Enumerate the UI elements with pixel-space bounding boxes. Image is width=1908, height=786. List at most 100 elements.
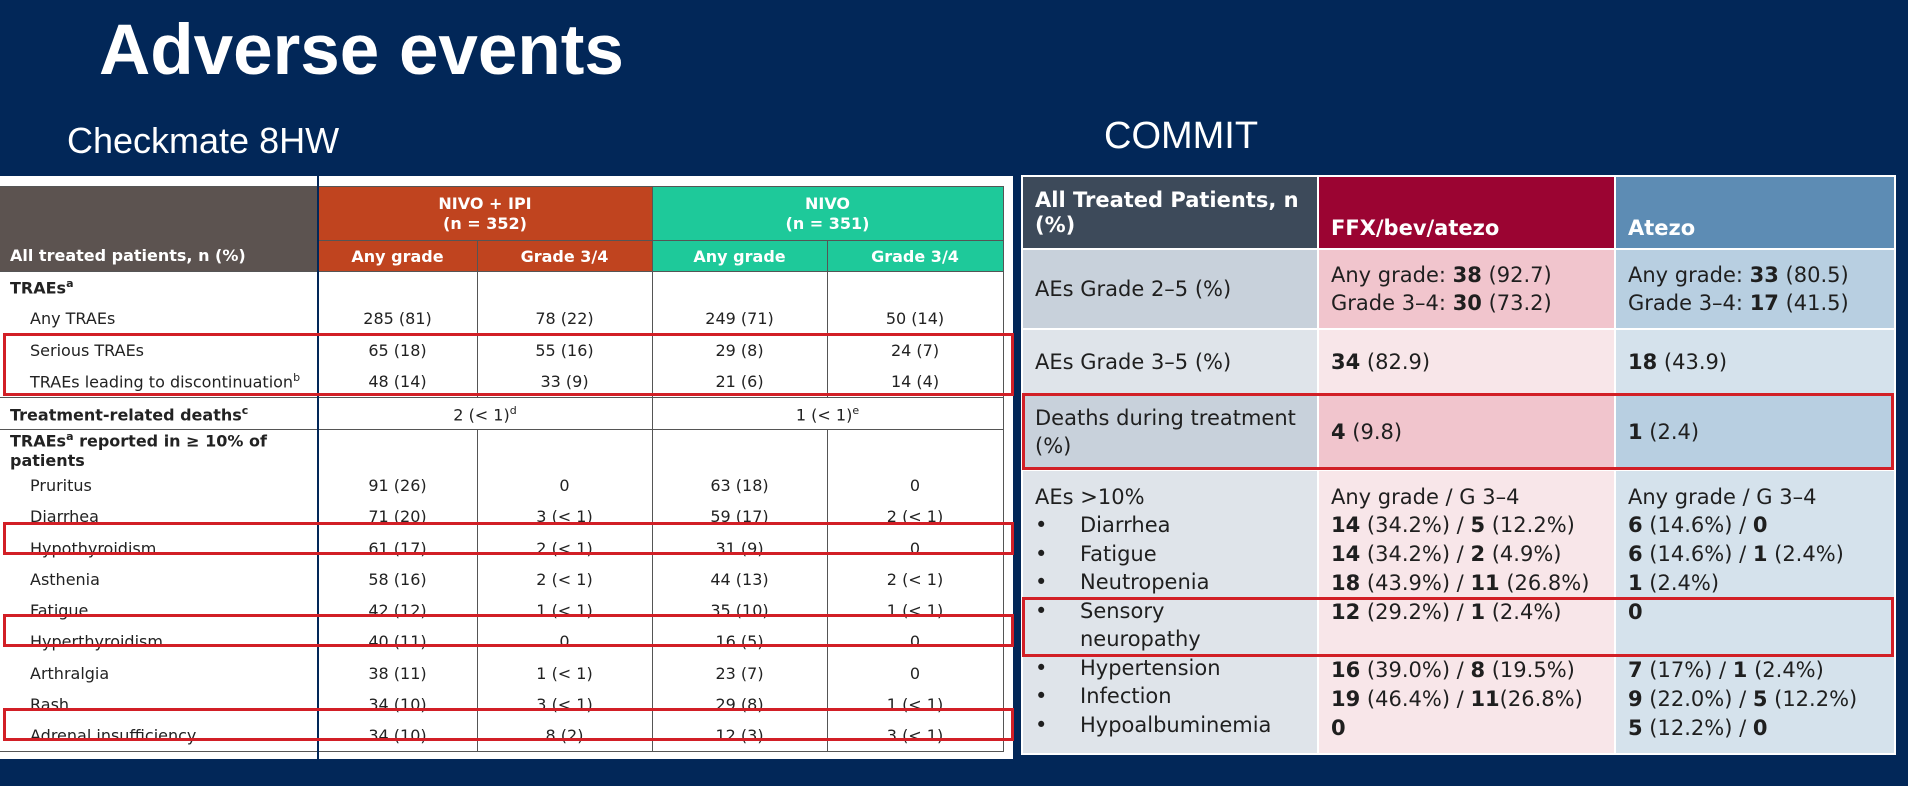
bold-value: 6	[1628, 542, 1643, 566]
empty-cell	[826, 271, 1004, 304]
table-row: Any TRAEs 285 (81) 78 (22) 249 (71) 50 (…	[0, 303, 1004, 335]
cell-value: Any grade: 33 (80.5) Grade 3–4: 17 (41.5…	[1614, 248, 1896, 330]
text: (80.5)	[1778, 263, 1849, 287]
text: (39.0%) /	[1360, 658, 1471, 682]
cell-value: 48 (14)	[317, 365, 478, 398]
cell-value: 12 (3)	[651, 720, 828, 753]
col-subheader: Any grade / G 3–4	[1331, 485, 1520, 509]
table-row: Adrenal insufficiency 34 (10) 8 (2) 12 (…	[0, 720, 1004, 753]
empty-cell	[826, 429, 1004, 470]
bold-value: 34	[1331, 349, 1361, 374]
commit-table: All Treated Patients, n (%) FFX/bev/atez…	[1021, 175, 1896, 755]
cell-value: 42 (12)	[317, 595, 478, 627]
cell-value: 38 (11)	[317, 657, 478, 689]
bold-value: 16	[1331, 658, 1361, 682]
text: (4.9%)	[1485, 542, 1562, 566]
cell-value: 285 (81)	[317, 303, 478, 335]
bold-value: 9	[1628, 687, 1643, 711]
text: (2.4%)	[1642, 571, 1720, 595]
text: (43.9%) /	[1360, 571, 1471, 595]
aes10-atezo-cell: Any grade / G 3–4 6 (14.6%) / 0 6 (14.6%…	[1614, 469, 1896, 755]
bold-value: 12	[1331, 600, 1361, 624]
reported-label-a: TRAEs	[10, 431, 67, 451]
list-item: Diarrhea	[1035, 511, 1305, 540]
list-item: Hypertension	[1035, 654, 1305, 683]
nivo-ipi-header: NIVO + IPI (n = 352)	[317, 186, 653, 241]
row-label: Any TRAEs	[0, 303, 319, 335]
bold-value: 33	[1749, 263, 1779, 287]
value-line: 5 (12.2%) / 0	[1628, 714, 1882, 743]
list-item: Neutropenia	[1035, 568, 1305, 597]
row-label: Hyperthyroidism	[0, 626, 319, 658]
cell-value: 1 (< 1)	[826, 595, 1004, 627]
cell-value: 1 (< 1)	[476, 657, 653, 689]
bold-value: 2	[1470, 542, 1486, 566]
commit-header-atezo: Atezo	[1614, 175, 1896, 250]
cell-value: 35 (10)	[651, 595, 828, 627]
text: (34.2%) /	[1360, 542, 1471, 566]
bold-value: 4	[1331, 420, 1346, 444]
text: (19.5%)	[1485, 658, 1575, 682]
bold-value: 1	[1628, 571, 1643, 595]
group1-n: (n = 352)	[443, 213, 527, 233]
row-label: TRAEs leading to discontinuationb	[0, 365, 319, 398]
text: (12.2%) /	[1642, 716, 1753, 740]
cell-value: 63 (18)	[651, 469, 828, 502]
text: Grade 3–4:	[1628, 291, 1750, 315]
nivo-ipi-any-grade: Any grade	[317, 240, 478, 272]
row-label: Fatigue	[0, 595, 319, 627]
text: (82.9)	[1360, 349, 1431, 374]
cell-value: 2 (< 1)	[476, 563, 653, 595]
row-label: Deaths during treatment (%)	[1021, 393, 1319, 471]
cell-value: 55 (16)	[476, 334, 653, 366]
nivo-any-grade: Any grade	[651, 240, 828, 272]
value-line: 7 (17%) / 1 (2.4%)	[1628, 656, 1882, 685]
text: Any grade:	[1331, 263, 1453, 287]
text: (41.5)	[1778, 291, 1849, 315]
footnote-b: b	[293, 371, 301, 385]
bold-value: 5	[1752, 687, 1768, 711]
empty-cell	[317, 429, 478, 470]
row-header-label: All treated patients, n (%)	[10, 246, 246, 265]
footnote-a: a	[66, 430, 74, 444]
aes10-ffx-cell: Any grade / G 3–4 14 (34.2%) / 5 (12.2%)…	[1317, 469, 1616, 755]
cell-value: 0	[826, 469, 1004, 502]
text: (12.2%)	[1767, 687, 1858, 711]
bold-value: 8	[1470, 658, 1486, 682]
cell-value: Any grade: 38 (92.7) Grade 3–4: 30 (73.2…	[1317, 248, 1616, 330]
value-line: 16 (39.0%) / 8 (19.5%)	[1331, 656, 1602, 685]
table-row: AEs Grade 3–5 (%) 34 (82.9) 18 (43.9)	[1021, 328, 1896, 395]
table-row: TRAEs leading to discontinuationb 48 (14…	[0, 365, 1004, 398]
footnote-a: a	[66, 277, 74, 291]
cell-value: 61 (17)	[317, 532, 478, 564]
bold-value: 30	[1452, 291, 1482, 315]
row-label: Hypothyroidism	[0, 532, 319, 564]
table-row: Treatment-related deathsc 2 (< 1)d 1 (< …	[0, 397, 1004, 431]
row-label: Serious TRAEs	[0, 334, 319, 366]
bold-value: 5	[1470, 513, 1486, 537]
cell-value: 3 (< 1)	[476, 501, 653, 533]
deaths-label-text: Treatment-related deaths	[10, 405, 242, 424]
value-line: 6 (14.6%) / 0	[1628, 511, 1882, 540]
table-row: Deaths during treatment (%) 4 (9.8) 1 (2…	[1021, 393, 1896, 471]
bold-value: 19	[1331, 687, 1361, 711]
text: (22.0%) /	[1642, 687, 1753, 711]
bold-value: 7	[1628, 658, 1643, 682]
text: Any grade:	[1628, 263, 1750, 287]
cell-value: 2 (< 1)	[826, 501, 1004, 533]
cell-value: 34 (82.9)	[1317, 328, 1616, 395]
footnote-e: e	[852, 403, 860, 417]
bold-value: 0	[1752, 716, 1768, 740]
cell-value: 34 (10)	[317, 688, 478, 721]
value-line: 0	[1331, 714, 1602, 743]
row-header-cell: All treated patients, n (%)	[0, 186, 319, 272]
bold-value: 14	[1331, 513, 1361, 537]
cell-value: 1 (< 1)	[476, 595, 653, 627]
value-line: 0	[1628, 598, 1882, 656]
table-row: Arthralgia 38 (11) 1 (< 1) 23 (7) 0	[0, 657, 1004, 689]
cell-value: 31 (9)	[651, 532, 828, 564]
cell-value: 249 (71)	[651, 303, 828, 335]
cell-value: 29 (8)	[651, 688, 828, 721]
bold-value: 11	[1470, 687, 1500, 711]
list-item: Sensory neuropathy	[1035, 597, 1201, 654]
